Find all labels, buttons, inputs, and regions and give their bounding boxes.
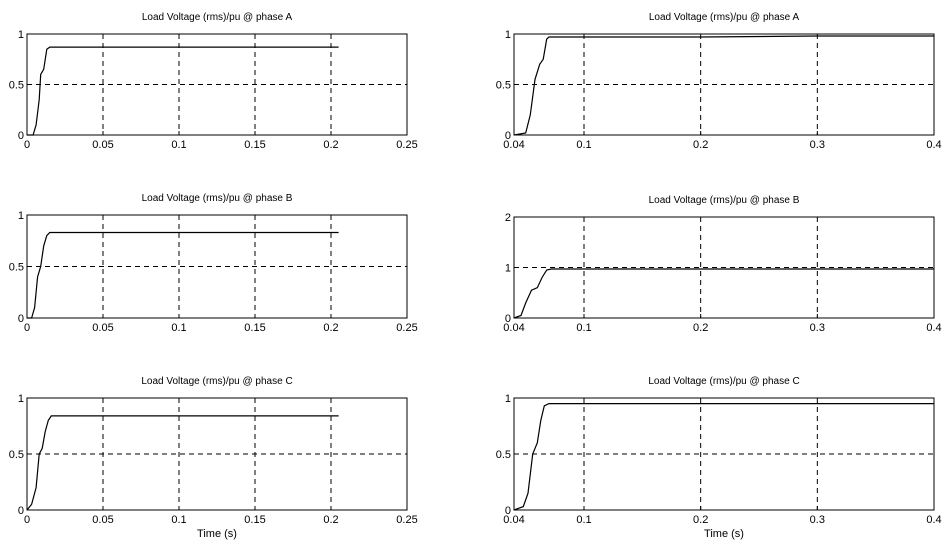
x-axis-label: Time (s): [197, 528, 237, 540]
y-tick-label: 1: [18, 210, 24, 222]
x-tick-label: 0.3: [810, 322, 825, 334]
x-tick-label: 0.15: [244, 139, 265, 151]
x-tick-label: 0.2: [693, 322, 708, 334]
y-tick-label: 2: [505, 212, 511, 224]
x-tick-label: 0.2: [323, 322, 338, 334]
y-tick-label: 1: [505, 263, 511, 275]
chart-title: Load Voltage (rms)/pu @ phase A: [649, 12, 800, 23]
x-axis-label: Time (s): [704, 528, 744, 540]
y-tick-label: 1: [505, 393, 511, 405]
x-tick-label: 0.25: [396, 514, 417, 526]
series-line: [27, 231, 339, 319]
x-tick-label: 0.25: [396, 322, 417, 334]
chart-title: Load Voltage (rms)/pu @ phase C: [648, 376, 799, 387]
y-tick-label: 1: [505, 29, 511, 41]
x-tick-label: 0.25: [396, 139, 417, 151]
y-tick-label: 1: [18, 393, 24, 405]
x-tick-label: 0.1: [576, 514, 591, 526]
series-line: [513, 268, 934, 319]
x-tick-label: 0.05: [92, 514, 113, 526]
x-tick-label: 0: [24, 322, 30, 334]
x-tick-label: 0.15: [244, 322, 265, 334]
x-tick-label: 0.1: [171, 139, 186, 151]
x-tick-label: 0.4: [926, 322, 941, 334]
y-tick-label: 0: [505, 130, 511, 142]
x-tick-label: 0.1: [171, 514, 186, 526]
x-tick-label: 0.04: [503, 322, 524, 334]
y-tick-label: 0: [505, 313, 511, 325]
x-tick-label: 0.2: [323, 139, 338, 151]
chart-title: Load Voltage (rms)/pu @ phase B: [142, 193, 293, 204]
x-tick-label: 0: [24, 514, 30, 526]
y-tick-label: 0.5: [9, 262, 24, 274]
y-tick-label: 0: [18, 505, 24, 517]
y-tick-label: 0: [18, 130, 24, 142]
x-tick-label: 0.1: [576, 322, 591, 334]
y-tick-label: 0: [505, 505, 511, 517]
chart-title: Load Voltage (rms)/pu @ phase B: [649, 195, 800, 206]
x-tick-label: 0.4: [926, 514, 941, 526]
y-tick-label: 1: [18, 29, 24, 41]
x-tick-label: 0.15: [244, 514, 265, 526]
x-tick-label: 0.05: [92, 139, 113, 151]
x-tick-label: 0.1: [576, 139, 591, 151]
chart-title: Load Voltage (rms)/pu @ phase A: [142, 12, 293, 23]
series-line: [513, 35, 934, 136]
chart-title: Load Voltage (rms)/pu @ phase C: [141, 376, 292, 387]
series-line: [26, 415, 339, 511]
x-tick-label: 0.04: [503, 139, 524, 151]
y-tick-label: 0.5: [9, 80, 24, 92]
x-tick-label: 0.3: [810, 514, 825, 526]
x-tick-label: 0.2: [693, 514, 708, 526]
y-tick-label: 0.5: [496, 80, 511, 92]
x-tick-label: 0.2: [693, 139, 708, 151]
x-tick-label: 0.05: [92, 322, 113, 334]
x-tick-label: 0.4: [926, 139, 941, 151]
x-tick-label: 0: [24, 139, 30, 151]
series-line: [27, 46, 339, 136]
y-tick-label: 0.5: [496, 449, 511, 461]
y-tick-label: 0: [18, 313, 24, 325]
x-tick-label: 0.2: [323, 514, 338, 526]
series-line: [513, 403, 934, 511]
x-tick-label: 0.3: [810, 139, 825, 151]
x-tick-label: 0.1: [171, 322, 186, 334]
y-tick-label: 0.5: [9, 449, 24, 461]
x-tick-label: 0.04: [503, 514, 524, 526]
